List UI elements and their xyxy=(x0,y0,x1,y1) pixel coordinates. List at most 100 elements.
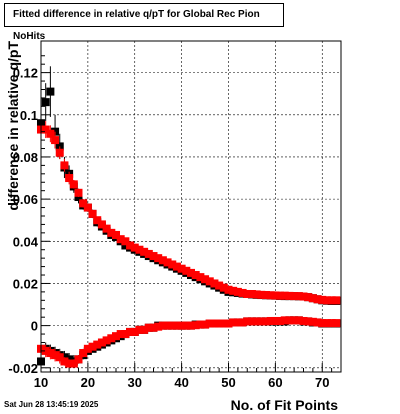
data-point xyxy=(149,323,158,332)
data-point xyxy=(60,357,69,366)
data-point xyxy=(168,260,177,269)
data-point xyxy=(252,317,261,326)
x-tick-label: 30 xyxy=(128,375,142,390)
data-point xyxy=(41,346,50,355)
data-point xyxy=(135,325,144,334)
y-axis-title: difference in relative q/pT xyxy=(5,41,21,211)
data-point xyxy=(60,161,69,170)
data-point xyxy=(233,318,242,327)
data-point xyxy=(304,317,313,326)
data-point xyxy=(229,318,238,327)
data-point xyxy=(97,220,106,229)
axis-ticks xyxy=(40,55,333,372)
data-point xyxy=(322,296,331,305)
data-point xyxy=(266,291,275,300)
data-point xyxy=(219,283,228,292)
data-point xyxy=(205,319,214,328)
data-point xyxy=(168,321,177,330)
data-point xyxy=(219,319,228,328)
data-point xyxy=(313,295,322,304)
data-point xyxy=(327,319,336,328)
data-point xyxy=(112,332,120,341)
data-point xyxy=(74,355,83,364)
data-point xyxy=(205,277,214,286)
data-point xyxy=(140,247,149,256)
data-point xyxy=(154,254,163,263)
data-point xyxy=(144,323,153,332)
data-point xyxy=(88,342,97,351)
data-point xyxy=(304,293,313,302)
data-point xyxy=(163,258,172,267)
data-points xyxy=(37,66,341,368)
data-point xyxy=(107,228,116,237)
data-point xyxy=(262,291,270,300)
data-point xyxy=(154,322,163,331)
x-tick-label: 20 xyxy=(81,375,95,390)
data-point xyxy=(257,317,266,326)
data-point xyxy=(135,245,144,254)
data-point xyxy=(51,136,60,145)
x-tick-label: 40 xyxy=(174,375,188,390)
data-point xyxy=(294,292,303,301)
data-point xyxy=(224,319,233,328)
data-point xyxy=(318,295,327,304)
data-point xyxy=(116,330,125,339)
data-point xyxy=(55,148,64,157)
data-point xyxy=(257,290,266,299)
data-point xyxy=(41,98,50,107)
data-point xyxy=(126,241,135,250)
data-point xyxy=(182,266,191,275)
data-point xyxy=(93,216,102,225)
data-point xyxy=(285,316,294,325)
data-point xyxy=(313,318,322,327)
data-point xyxy=(46,349,55,358)
data-point xyxy=(196,273,205,282)
data-point xyxy=(112,230,120,239)
data-point xyxy=(271,316,280,325)
data-point xyxy=(262,317,270,326)
data-point xyxy=(201,275,210,284)
data-point xyxy=(69,359,78,368)
data-point xyxy=(196,320,205,329)
data-point xyxy=(308,317,317,326)
data-point xyxy=(177,321,186,330)
data-point xyxy=(107,334,116,343)
data-point xyxy=(266,316,275,325)
data-point xyxy=(116,235,125,244)
data-point xyxy=(327,296,336,305)
data-point xyxy=(163,321,172,330)
data-point xyxy=(299,292,308,301)
data-point xyxy=(93,340,102,349)
data-point xyxy=(247,317,256,326)
chart-title: Fitted difference in relative q/pT for G… xyxy=(4,3,284,42)
data-point xyxy=(187,321,195,330)
data-point xyxy=(130,327,139,336)
x-tick-label: 60 xyxy=(268,375,282,390)
data-point xyxy=(83,344,92,353)
data-point xyxy=(102,224,111,233)
y-tick-label: 0 xyxy=(31,319,38,334)
data-point xyxy=(238,288,247,297)
data-point xyxy=(83,203,92,212)
data-point xyxy=(102,336,111,345)
data-point xyxy=(243,289,252,298)
data-point xyxy=(332,319,341,328)
data-point xyxy=(224,285,233,294)
timestamp: Sat Jun 28 13:45:19 2025 xyxy=(4,400,99,409)
data-point xyxy=(130,243,139,252)
x-tick-label: 10 xyxy=(34,375,48,390)
data-point xyxy=(252,290,261,299)
data-point xyxy=(172,262,181,271)
data-point xyxy=(290,316,299,325)
y-tick-label: 0.06 xyxy=(13,192,38,207)
data-point xyxy=(294,316,303,325)
data-point xyxy=(158,321,167,330)
data-point xyxy=(280,291,289,300)
data-point xyxy=(65,359,74,368)
data-point xyxy=(243,317,252,326)
data-point xyxy=(210,319,219,328)
data-point xyxy=(285,291,294,300)
data-point xyxy=(121,237,130,246)
x-axis-title: No. of Fit Points xyxy=(231,397,339,413)
